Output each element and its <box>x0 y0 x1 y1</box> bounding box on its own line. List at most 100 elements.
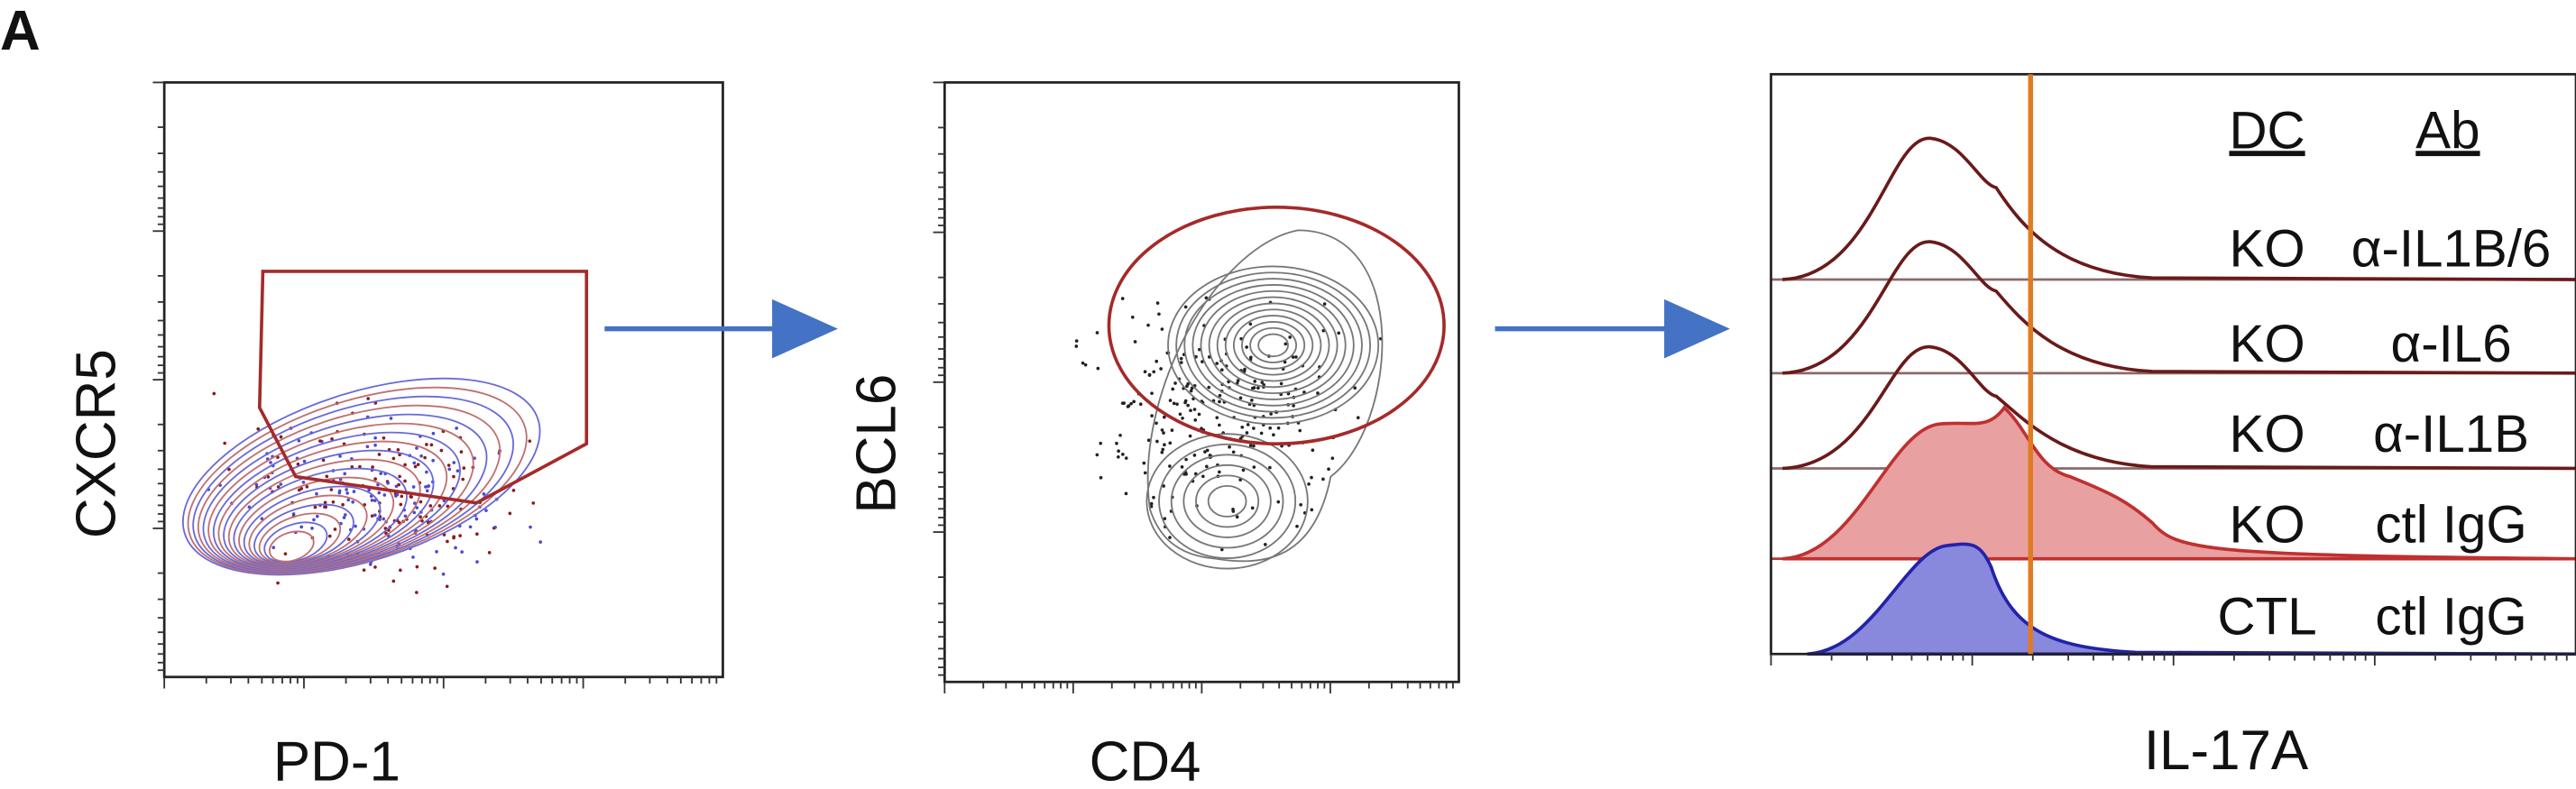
event-dot <box>276 581 280 585</box>
event-dot <box>1260 381 1265 384</box>
event-dot <box>1099 475 1103 480</box>
event-dot <box>1259 431 1264 436</box>
event-dot <box>446 504 450 509</box>
contour <box>1183 278 1363 413</box>
contour <box>1170 454 1284 549</box>
event-dot <box>362 568 366 573</box>
event-dot <box>296 462 300 466</box>
event-dot <box>324 505 327 509</box>
contour <box>1257 333 1289 358</box>
event-dot <box>529 525 532 529</box>
event-dot <box>1218 470 1221 474</box>
event-dot <box>1219 547 1224 552</box>
event-dot <box>1268 465 1272 470</box>
event-dot <box>1307 482 1311 486</box>
legend-dc: KO <box>2229 405 2305 463</box>
event-dot <box>1294 355 1298 359</box>
event-dot <box>312 518 316 522</box>
event-dot <box>455 469 460 472</box>
event-dot <box>1256 386 1260 390</box>
event-dot <box>425 470 428 474</box>
event-dot <box>276 485 281 489</box>
contour <box>187 386 528 575</box>
event-dot <box>1160 450 1164 454</box>
plot-frame <box>162 81 724 679</box>
event-dot <box>1205 464 1209 469</box>
event-dot <box>343 513 347 517</box>
event-dot <box>1172 401 1176 406</box>
event-dot <box>433 566 437 570</box>
event-dot <box>321 458 326 463</box>
event-dot <box>382 493 387 497</box>
legend-dc: KO <box>2229 315 2305 373</box>
event-dot <box>373 499 377 502</box>
event-dot <box>1236 379 1240 382</box>
event-dot <box>266 475 271 479</box>
contour <box>1208 296 1339 395</box>
event-dot <box>1240 425 1245 429</box>
event-dot <box>511 489 516 492</box>
event-dot <box>365 445 370 449</box>
event-dot <box>1160 327 1164 331</box>
event-dot <box>389 417 393 420</box>
event-dot <box>1201 360 1204 363</box>
event-dot <box>1250 399 1254 402</box>
legend-dc: CTL <box>2218 587 2317 646</box>
event-dot <box>403 479 407 483</box>
event-dot <box>1146 323 1150 327</box>
event-dot <box>413 464 418 469</box>
event-dot <box>399 568 402 573</box>
event-dot <box>212 391 216 396</box>
contour <box>1200 289 1347 400</box>
event-dot <box>1218 423 1221 427</box>
contour <box>1145 433 1309 570</box>
event-dot <box>1248 444 1253 447</box>
event-dot <box>1190 386 1194 390</box>
event-dot <box>419 500 423 504</box>
event-dot <box>338 478 343 482</box>
event-dot <box>1149 501 1154 506</box>
contour <box>181 377 541 576</box>
event-dot <box>1179 356 1183 361</box>
event-dot <box>1160 428 1164 432</box>
contour <box>1249 326 1298 363</box>
contour <box>223 449 435 570</box>
event-dot <box>508 511 512 516</box>
event-dot <box>459 450 464 454</box>
event-dot <box>1264 543 1267 546</box>
event-dot <box>341 502 345 507</box>
contour <box>212 431 461 572</box>
event-dot <box>366 397 370 400</box>
arrow-head <box>1664 298 1730 359</box>
event-dot <box>1207 385 1211 390</box>
event-dot <box>460 550 464 554</box>
event-dot <box>1168 536 1172 539</box>
event-dot <box>528 439 532 444</box>
event-dot <box>531 501 536 505</box>
event-dot <box>279 435 283 439</box>
event-dot <box>1183 305 1188 309</box>
event-dot <box>1143 471 1147 475</box>
event-dot <box>371 465 374 469</box>
event-dot <box>412 461 417 465</box>
event-dot <box>1155 359 1159 363</box>
event-dot <box>1138 402 1143 407</box>
contour <box>253 503 354 565</box>
event-dot <box>1322 302 1327 306</box>
arrow-head <box>772 298 838 359</box>
event-dot <box>297 488 301 492</box>
histogram <box>1782 136 2576 281</box>
event-dot <box>323 500 327 505</box>
event-dot <box>1295 524 1299 528</box>
gate <box>257 270 589 505</box>
contour <box>1207 484 1247 518</box>
event-dot <box>1197 412 1201 417</box>
event-dot <box>1186 403 1190 408</box>
event-dot <box>1189 389 1193 393</box>
event-dot <box>1250 386 1255 390</box>
histogram <box>1782 405 2576 561</box>
event-dot <box>1321 477 1325 482</box>
axis-ticks <box>152 81 2568 693</box>
y-axis-label: CXCR5 <box>66 349 128 538</box>
